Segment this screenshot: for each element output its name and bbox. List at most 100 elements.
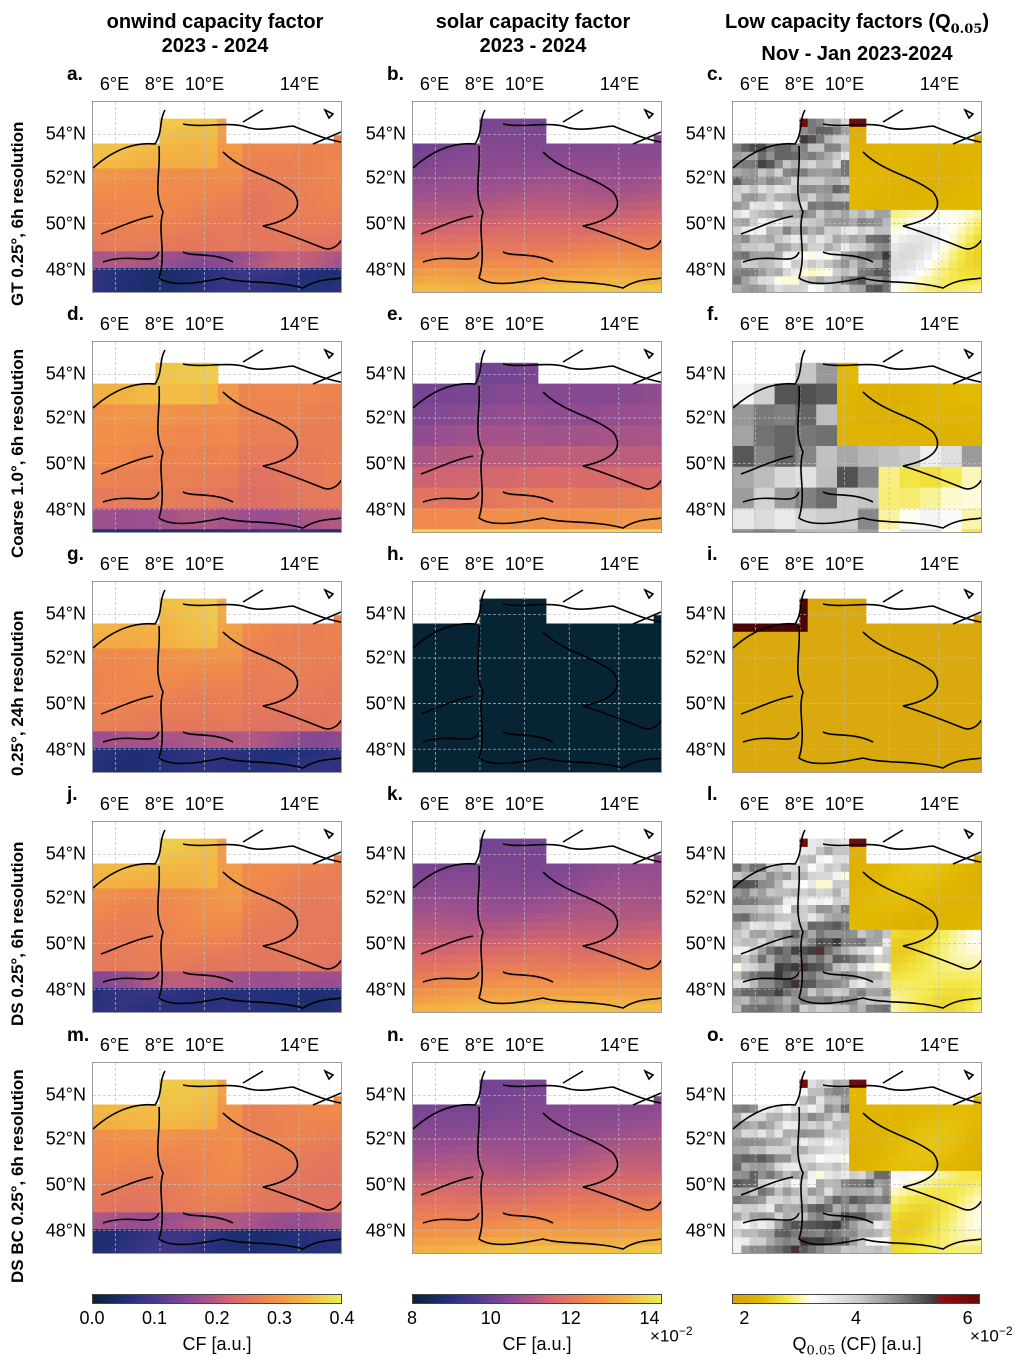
heatmap-cell	[176, 846, 185, 856]
heatmap-cell	[184, 946, 194, 956]
heatmap-cell	[899, 425, 921, 447]
heatmap-cell	[791, 209, 800, 219]
heatmap-cell	[562, 946, 572, 956]
heatmap-cell	[421, 276, 431, 286]
heatmap-cell	[462, 905, 472, 914]
heatmap-cell	[126, 723, 136, 732]
heatmap-cell	[840, 143, 850, 153]
heatmap-cell	[504, 905, 514, 914]
heatmap-cell	[849, 748, 859, 757]
heatmap-cell	[595, 871, 605, 881]
heatmap-cell	[429, 243, 439, 252]
heatmap-cell	[109, 251, 119, 261]
heatmap-cell	[429, 963, 439, 972]
lat-tick-labels: 54°N 52°N 50°N 48°N	[26, 101, 86, 293]
heatmap-cell	[504, 135, 514, 145]
heatmap-cell	[280, 487, 302, 509]
heatmap-cell	[325, 896, 335, 906]
heatmap-cell	[890, 226, 900, 236]
heatmap-cell	[849, 185, 859, 194]
heatmap-cell	[176, 979, 185, 989]
heatmap-cell	[225, 921, 235, 931]
heatmap-cell	[645, 176, 655, 186]
heatmap-cell	[554, 706, 563, 716]
heatmap-cell	[413, 731, 422, 741]
heatmap-cell	[429, 723, 439, 732]
heatmap-cell	[176, 487, 198, 509]
heatmap-cell	[234, 905, 243, 914]
heatmap-cell	[504, 193, 514, 203]
heatmap-cell	[413, 863, 422, 873]
heatmap-cell	[113, 466, 136, 489]
heatmap-cell	[109, 268, 119, 277]
heatmap-cell	[159, 739, 169, 749]
heatmap-cell	[454, 665, 464, 674]
heatmap-cell	[653, 880, 661, 889]
heatmap-cell	[413, 748, 422, 757]
heatmap-cell	[840, 748, 850, 757]
heatmap-cell	[487, 706, 497, 716]
heatmap-cell	[421, 640, 431, 649]
heatmap-cell	[782, 764, 792, 772]
heatmap-cell	[973, 251, 981, 261]
heatmap-cell	[217, 251, 227, 261]
heatmap-cell	[192, 979, 202, 989]
panel-letter: k.	[387, 784, 403, 805]
heatmap-cell	[151, 863, 160, 873]
heatmap-cell	[948, 143, 958, 153]
heatmap-cell	[487, 606, 497, 616]
heatmap-cell	[225, 251, 235, 261]
heatmap-cell	[965, 201, 975, 211]
heatmap-cell	[865, 151, 875, 161]
heatmap-cell	[101, 988, 111, 997]
heatmap-cell	[579, 714, 588, 724]
heatmap-cell	[840, 673, 850, 683]
heatmap-cell	[250, 963, 260, 972]
heatmap-cell	[545, 723, 555, 732]
heatmap-cell	[529, 938, 539, 948]
heatmap-cell	[957, 748, 966, 757]
heatmap-cell	[520, 698, 530, 708]
heatmap-cell	[93, 168, 102, 178]
heatmap-cell	[454, 226, 464, 236]
heatmap-cell	[250, 151, 260, 161]
heatmap-cell	[824, 276, 834, 286]
heatmap-cell	[333, 1004, 341, 1012]
heatmap-cell	[932, 723, 942, 732]
heatmap-cell	[250, 913, 260, 923]
heatmap-cell	[874, 193, 883, 203]
heatmap-cell	[620, 226, 630, 236]
heatmap-cell	[267, 243, 277, 252]
heatmap-cell	[512, 838, 522, 848]
heatmap-cell	[283, 880, 293, 889]
heatmap-cell	[816, 243, 825, 252]
heatmap-cell	[857, 731, 867, 741]
heatmap-cell	[537, 218, 547, 228]
heatmap-cell	[109, 905, 119, 914]
heatmap-cell	[504, 871, 514, 881]
heatmap-cell	[176, 201, 185, 211]
heatmap-cell	[753, 404, 776, 426]
heatmap-cell	[225, 623, 235, 633]
heatmap-cell	[807, 176, 817, 186]
heatmap-cell	[209, 871, 219, 881]
heatmap-cell	[242, 689, 252, 699]
heatmap-cell	[109, 731, 119, 741]
heatmap-cell	[907, 185, 917, 194]
heatmap-cell	[159, 640, 169, 649]
heatmap-cell	[109, 748, 119, 757]
heatmap-cell	[126, 185, 136, 194]
heatmap-cell	[184, 193, 194, 203]
heatmap-cell	[940, 193, 950, 203]
heatmap-cell	[250, 656, 260, 666]
heatmap-cell	[520, 243, 530, 252]
heatmap-cell	[479, 871, 489, 881]
heatmap-cell	[907, 748, 917, 757]
heatmap-cell	[973, 218, 981, 228]
heatmap-cell	[250, 971, 260, 981]
heatmap-cell	[300, 151, 310, 161]
country-border	[733, 349, 981, 409]
heatmap-cell	[882, 656, 892, 666]
heatmap-cell	[184, 706, 194, 716]
heatmap-cell	[176, 168, 185, 178]
